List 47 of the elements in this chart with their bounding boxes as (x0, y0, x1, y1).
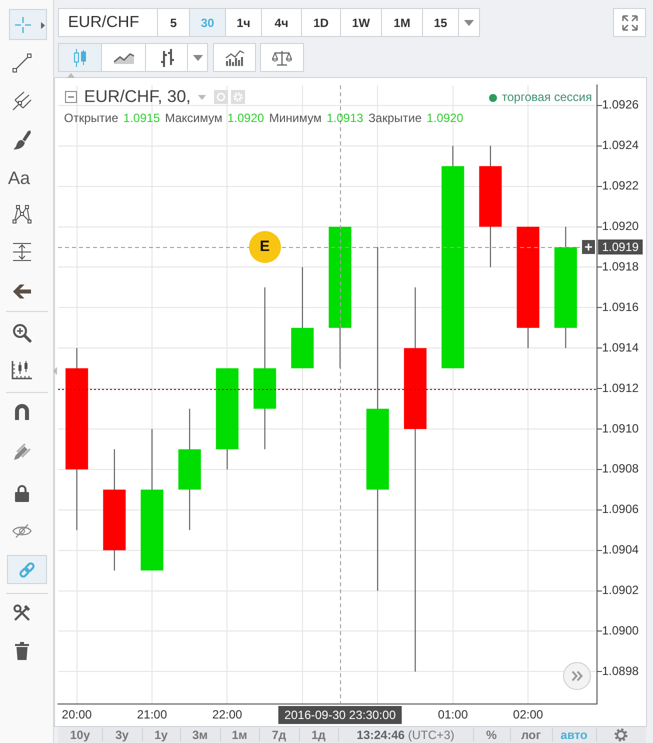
interval-button: 5 (157, 8, 190, 37)
chart-title: EUR/CHF, 30, (84, 87, 191, 107)
text-tool: Aa (8, 168, 30, 188)
y-tick-label: 1.0922 (602, 178, 640, 193)
x-tick-label: 22:00 (212, 708, 243, 722)
y-tick-label: 1.0900 (602, 624, 640, 638)
text: 1y (154, 728, 168, 742)
y-tick-label: 1.0904 (602, 542, 640, 557)
interval-button: 1ч (225, 8, 262, 37)
y-tick-label: 1.0916 (602, 300, 640, 314)
y-tick-label: 1.0910 (602, 421, 640, 436)
text: 1д (311, 728, 326, 742)
x-tick-label: 21:00 (136, 708, 168, 722)
text: лог (521, 728, 541, 742)
text: 3м (192, 728, 208, 742)
x-tick-label: 01:00 (438, 708, 468, 722)
text: 1м (232, 728, 248, 742)
interval-button: 4ч (261, 8, 302, 37)
text: % (486, 728, 497, 742)
y-tick-label: 1.0902 (602, 583, 640, 598)
ref-line-label: 1.0919 (602, 240, 640, 254)
interval-button: 1M (381, 8, 423, 37)
annotation: торговая сессия (502, 90, 592, 105)
text: 10y (70, 728, 90, 742)
text: 3y (115, 728, 129, 742)
y-tick-label: 1.0926 (602, 98, 640, 112)
text: 13:24:46 (UTC+3) (356, 728, 454, 742)
y-tick-label: 1.0914 (602, 340, 640, 354)
text: Открытие 1.0915 Максимум 1.0920 Минимум 1.0913 Закрытие 1.0920 (64, 111, 464, 126)
text: авто (560, 728, 588, 742)
interval-button: 1W (340, 8, 382, 37)
interval-button: 1D (301, 8, 341, 37)
interval-button: 30 (189, 8, 226, 37)
y-tick-label: 1.0912 (602, 380, 640, 395)
x-tick-label: 20:00 (62, 708, 92, 722)
y-tick-label: 1.0908 (602, 462, 640, 476)
y-tick-label: 1.0924 (602, 138, 640, 152)
interval-button: 15 (422, 8, 459, 37)
annotation: E (260, 238, 270, 255)
text: 7д (272, 728, 286, 742)
x-tick-label: 02:00 (513, 708, 544, 722)
symbol-button: EUR/CHF (58, 8, 158, 37)
y-tick-label: 1.0920 (602, 219, 640, 234)
y-tick-label: 1.0898 (602, 664, 640, 678)
y-tick-label: 1.0918 (602, 260, 640, 274)
ref-line-label: 2016-09-30 23:30:00 (284, 708, 396, 722)
y-tick-label: 1.0906 (602, 502, 640, 516)
